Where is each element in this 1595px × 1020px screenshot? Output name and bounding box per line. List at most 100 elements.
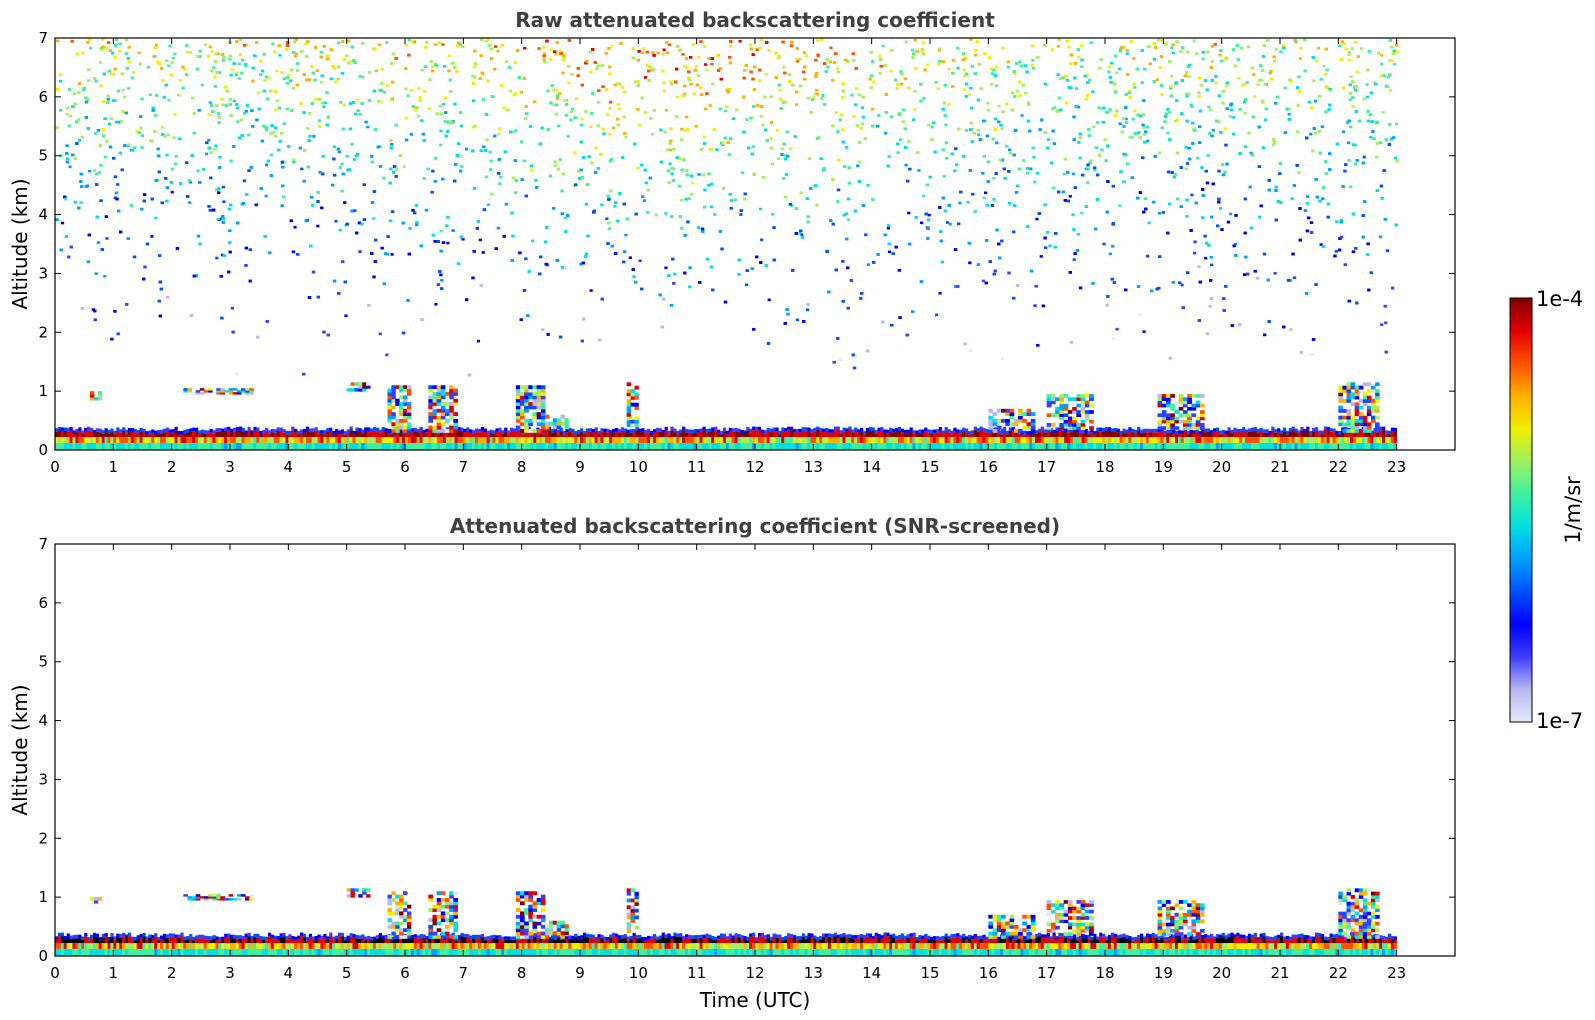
- surface-cell: [1385, 442, 1389, 450]
- noise-pixel: [878, 72, 882, 75]
- boundary-layer-edge: [218, 428, 222, 432]
- aerosol-layer-cell: [314, 430, 318, 438]
- noise-pixel: [569, 110, 573, 114]
- aerosol-layer-cell: [1172, 433, 1176, 438]
- aerosol-layer-cell: [367, 430, 371, 438]
- surface-cell: [740, 442, 744, 450]
- noise-pixel: [887, 250, 892, 254]
- surface-cell: [445, 442, 450, 450]
- surface-cell: [1052, 442, 1056, 450]
- noise-pixel: [137, 51, 141, 55]
- boundary-layer-edge: [988, 429, 992, 434]
- boundary-layer-edge: [1338, 431, 1342, 435]
- noise-pixel: [624, 135, 628, 139]
- boundary-layer-edge: [900, 428, 905, 433]
- noise-pixel: [1274, 47, 1278, 51]
- surface-cell: [1110, 442, 1115, 450]
- cloud-cell: [992, 422, 998, 427]
- cloud-cell: [1165, 419, 1171, 424]
- surface-cell: [530, 437, 534, 443]
- cloud-cell: [1063, 413, 1069, 418]
- surface-cell: [807, 442, 811, 450]
- surface-cell: [1154, 437, 1158, 443]
- surface-cell: [337, 437, 342, 443]
- boundary-layer-edge: [836, 426, 840, 431]
- noise-pixel: [338, 228, 342, 232]
- boundary-layer-edge: [728, 428, 732, 432]
- noise-pixel: [1381, 111, 1385, 114]
- cloud-cell: [1174, 426, 1180, 430]
- surface-cell: [790, 442, 794, 450]
- boundary-layer-edge: [1134, 429, 1138, 434]
- noise-pixel: [970, 127, 974, 131]
- aerosol-layer-cell: [553, 430, 557, 438]
- cloud-cell: [626, 382, 632, 387]
- surface-cell: [1084, 442, 1088, 450]
- boundary-layer-edge: [600, 428, 604, 432]
- cloud-cell: [453, 398, 458, 403]
- surface-cell: [192, 437, 196, 443]
- cloud-cell: [1371, 415, 1376, 420]
- cloud-cell: [436, 385, 442, 390]
- surface-cell: [1201, 437, 1205, 443]
- cloud-cell: [453, 418, 458, 423]
- cloud-cell: [536, 388, 542, 393]
- noise-pixel: [729, 45, 733, 48]
- noise-pixel: [278, 53, 282, 57]
- noise-pixel: [117, 120, 121, 124]
- surface-cell: [655, 442, 660, 450]
- surface-cell: [1215, 437, 1220, 443]
- cloud-cell: [1354, 395, 1360, 400]
- cloud-cell: [1089, 397, 1094, 402]
- surface-cell: [405, 437, 409, 443]
- noise-pixel: [423, 46, 428, 49]
- surface-cell: [1306, 442, 1310, 450]
- surface-cell: [1312, 437, 1316, 443]
- surface-cell: [267, 437, 272, 443]
- cloud-cell: [1089, 403, 1094, 408]
- cloud-cell: [1165, 426, 1171, 430]
- noise-pixel: [352, 158, 357, 161]
- aerosol-layer-cell: [594, 430, 598, 438]
- boundary-layer-edge: [1344, 426, 1348, 431]
- noise-pixel: [860, 106, 865, 110]
- aerosol-layer-cell: [626, 433, 630, 438]
- aerosol-layer-cell: [442, 432, 447, 438]
- cloud-cell: [1371, 388, 1376, 393]
- noise-pixel: [620, 86, 624, 89]
- cloud-cell: [1059, 422, 1065, 427]
- cloud-cell: [532, 395, 538, 400]
- aerosol-layer-cell: [372, 430, 377, 438]
- surface-cell: [1175, 437, 1179, 443]
- surface-cell: [1000, 442, 1004, 450]
- surface-cell: [1332, 442, 1336, 450]
- boundary-layer-edge: [291, 426, 295, 431]
- surface-cell: [279, 442, 283, 450]
- aerosol-layer-cell: [664, 430, 668, 438]
- surface-cell: [387, 437, 391, 443]
- surface-cell: [883, 442, 887, 450]
- aerosol-layer-cell: [959, 433, 963, 438]
- aerosol-layer-cell: [545, 430, 549, 438]
- cloud-cell: [395, 418, 400, 423]
- cloud-cell: [432, 415, 438, 420]
- aerosol-layer-cell: [1294, 432, 1298, 438]
- boundary-layer-edge: [457, 427, 461, 431]
- surface-cell: [1320, 437, 1325, 443]
- noise-pixel: [170, 61, 174, 64]
- cloud-cell: [399, 385, 404, 390]
- surface-cell: [1067, 437, 1071, 443]
- surface-cell: [804, 437, 808, 443]
- noise-pixel: [531, 239, 535, 243]
- surface-cell: [1005, 442, 1010, 450]
- boundary-layer-edge: [889, 427, 893, 432]
- surface-cell: [1064, 442, 1068, 450]
- cloud-cell: [536, 395, 542, 400]
- boundary-layer-edge: [358, 428, 362, 432]
- surface-cell: [1317, 442, 1322, 450]
- boundary-layer-edge: [510, 427, 514, 432]
- surface-cell: [722, 442, 727, 450]
- aerosol-layer-cell: [527, 430, 531, 438]
- boundary-layer-edge: [349, 426, 353, 431]
- noise-pixel: [962, 88, 966, 91]
